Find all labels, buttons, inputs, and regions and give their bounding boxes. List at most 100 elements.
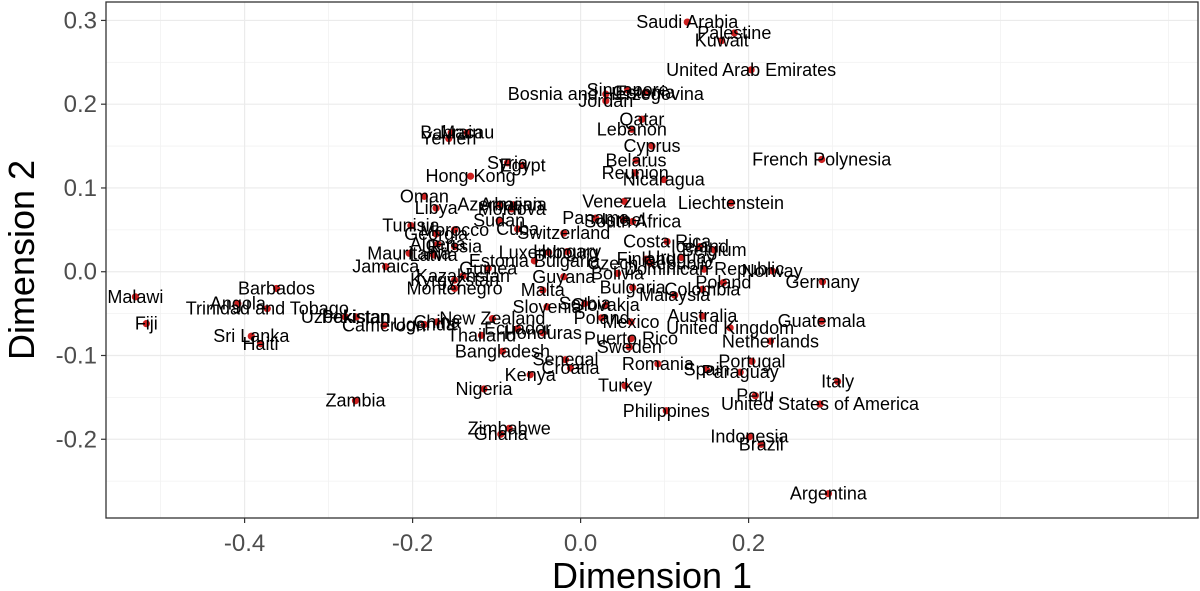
point-label: Venezuela [582, 191, 667, 211]
point-label: Pakistan [322, 307, 391, 327]
point-label: Liechtenstein [678, 193, 784, 213]
point-label: Tunisia [382, 216, 440, 236]
point-label: Mexico [602, 312, 659, 332]
point-label: Uruguay [647, 247, 715, 267]
point-label: Paraguay [702, 362, 779, 382]
point-label: Kyrgyzstan [410, 270, 499, 290]
data-point [768, 267, 776, 275]
point-label: Russia [427, 237, 483, 257]
data-point [420, 320, 428, 329]
point-label: Jamaica [352, 257, 420, 277]
point-label: New Zealand [439, 309, 545, 329]
point-label: China [413, 312, 461, 332]
y-tick-label: 0.3 [64, 7, 97, 34]
x-tick-labels: -0.4 -0.2 0.0 0.2 [224, 530, 765, 557]
point-label: Italy [821, 371, 854, 391]
x-axis-title: Dimension 1 [552, 555, 752, 591]
data-point [730, 29, 738, 37]
point-label: Macau [440, 123, 494, 143]
point-label: Azerbaijan [457, 195, 542, 215]
point-label: Armenia [480, 195, 548, 215]
data-point [498, 347, 507, 355]
point-label: Slovakia [572, 295, 641, 315]
point-label: Portugal [718, 351, 785, 371]
data-point [131, 293, 139, 301]
data-point [631, 169, 639, 177]
point-label: Philippines [623, 401, 710, 421]
data-point [581, 299, 589, 308]
point-label: Poland [574, 308, 630, 328]
data-point [543, 303, 551, 311]
data-point [662, 407, 670, 415]
data-point [816, 400, 824, 408]
data-point [613, 269, 622, 278]
data-point [526, 371, 534, 379]
point-label: Nigeria [455, 379, 513, 399]
data-point [352, 313, 360, 321]
y-tick-labels: -0.2 -0.1 0.0 0.1 0.2 0.3 [56, 7, 97, 453]
data-point [505, 424, 513, 432]
point-label: Indonesia [710, 427, 789, 447]
point-label: Luxembourg [499, 242, 599, 262]
data-point [621, 382, 629, 390]
point-label: Guinea [459, 258, 518, 278]
point-label: Spain [684, 360, 730, 380]
data-point [480, 385, 488, 393]
data-point [263, 304, 271, 313]
data-point [407, 222, 415, 230]
point-label: Cameroon [342, 315, 426, 335]
point-label: Cyprus [623, 136, 680, 156]
point-label: Honduras [504, 323, 582, 343]
data-point [405, 249, 413, 257]
point-label: Palestine [697, 23, 771, 43]
data-point [602, 97, 610, 105]
grid-major [106, 2, 1198, 518]
point-label: Singapore [587, 80, 669, 100]
y-axis-title: Dimension 2 [1, 160, 42, 360]
data-point [745, 433, 754, 441]
point-label: Barbados [238, 278, 315, 298]
point-label: Libya [415, 198, 459, 218]
data-point [641, 88, 649, 97]
data-point [530, 257, 539, 265]
point-label: United Kingdom [666, 318, 794, 338]
point-label: Puerto Rico [584, 329, 678, 349]
data-point [602, 301, 610, 309]
point-label: Estonia Bulgaria [469, 251, 601, 271]
data-point [710, 246, 718, 254]
data-point [560, 229, 568, 237]
data-point [451, 276, 459, 284]
point-label: Norway [742, 261, 803, 281]
point-label: Estonia [615, 82, 676, 102]
point-label: Jordan [578, 91, 633, 111]
data-point [718, 36, 726, 45]
point-label: Turkey [598, 376, 652, 396]
point-label: Argentina [790, 484, 868, 504]
data-point [748, 357, 756, 365]
data-point [628, 125, 636, 133]
point-label: Saudi Arabia [636, 12, 739, 32]
y-tick-label: 0.2 [64, 91, 97, 118]
point-label: Peru [736, 386, 774, 406]
data-point [508, 205, 516, 213]
data-point [757, 440, 765, 448]
point-label: Costa Rica [623, 232, 712, 252]
data-point [466, 172, 475, 180]
data-point [736, 368, 744, 376]
data-point [503, 159, 512, 167]
point-label: Serbia [559, 294, 612, 314]
data-point [698, 285, 707, 293]
data-point [598, 314, 606, 322]
data-point [619, 216, 628, 224]
data-point [463, 129, 471, 137]
point-label: Cuba [496, 219, 540, 239]
point-label: Poland [695, 273, 751, 293]
data-point [703, 366, 711, 374]
point-label: Kenya [505, 365, 557, 385]
point-label: Oman [400, 186, 449, 206]
point-label: Sudan [473, 211, 525, 231]
point-label: Malaysia [639, 285, 711, 305]
point-label: Finland [617, 249, 676, 269]
